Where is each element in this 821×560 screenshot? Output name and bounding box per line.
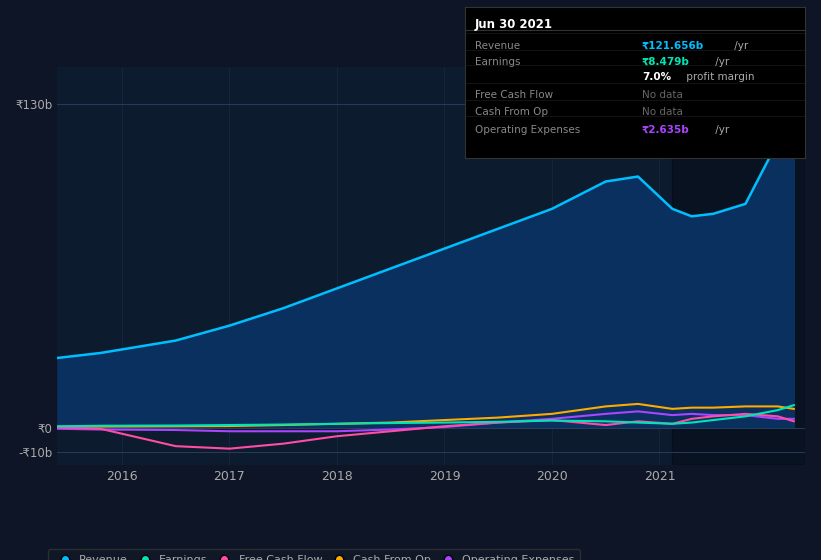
- Text: No data: No data: [642, 107, 683, 117]
- Text: Earnings: Earnings: [475, 57, 521, 67]
- Text: Cash From Op: Cash From Op: [475, 107, 548, 117]
- Text: 7.0%: 7.0%: [642, 72, 671, 82]
- Text: /yr: /yr: [712, 125, 729, 135]
- Text: profit margin: profit margin: [683, 72, 755, 82]
- Text: ₹121.656b: ₹121.656b: [642, 40, 704, 50]
- Text: Operating Expenses: Operating Expenses: [475, 125, 580, 135]
- Text: Revenue: Revenue: [475, 40, 520, 50]
- Text: /yr: /yr: [712, 57, 729, 67]
- Text: Jun 30 2021: Jun 30 2021: [475, 18, 553, 31]
- Text: Free Cash Flow: Free Cash Flow: [475, 90, 553, 100]
- Text: ₹2.635b: ₹2.635b: [642, 125, 690, 135]
- Text: ₹8.479b: ₹8.479b: [642, 57, 690, 67]
- Text: No data: No data: [642, 90, 683, 100]
- Legend: Revenue, Earnings, Free Cash Flow, Cash From Op, Operating Expenses: Revenue, Earnings, Free Cash Flow, Cash …: [48, 549, 580, 560]
- Bar: [672, 67, 805, 465]
- Text: /yr: /yr: [732, 40, 749, 50]
